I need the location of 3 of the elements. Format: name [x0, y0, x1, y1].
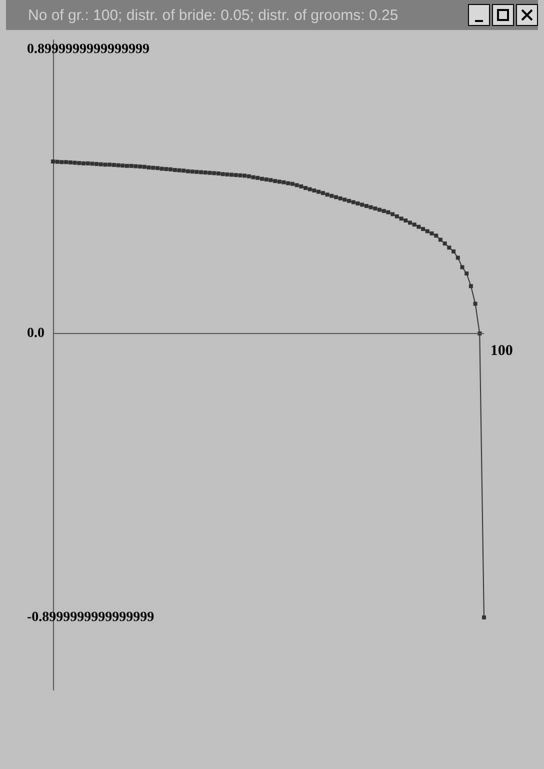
chart-title: No of gr.: 100; distr. of bride: 0.05; distr. of grooms: 0.25 — [28, 6, 400, 24]
y-tick-label: 0.0 — [27, 326, 44, 341]
text: 100 — [490, 342, 513, 359]
